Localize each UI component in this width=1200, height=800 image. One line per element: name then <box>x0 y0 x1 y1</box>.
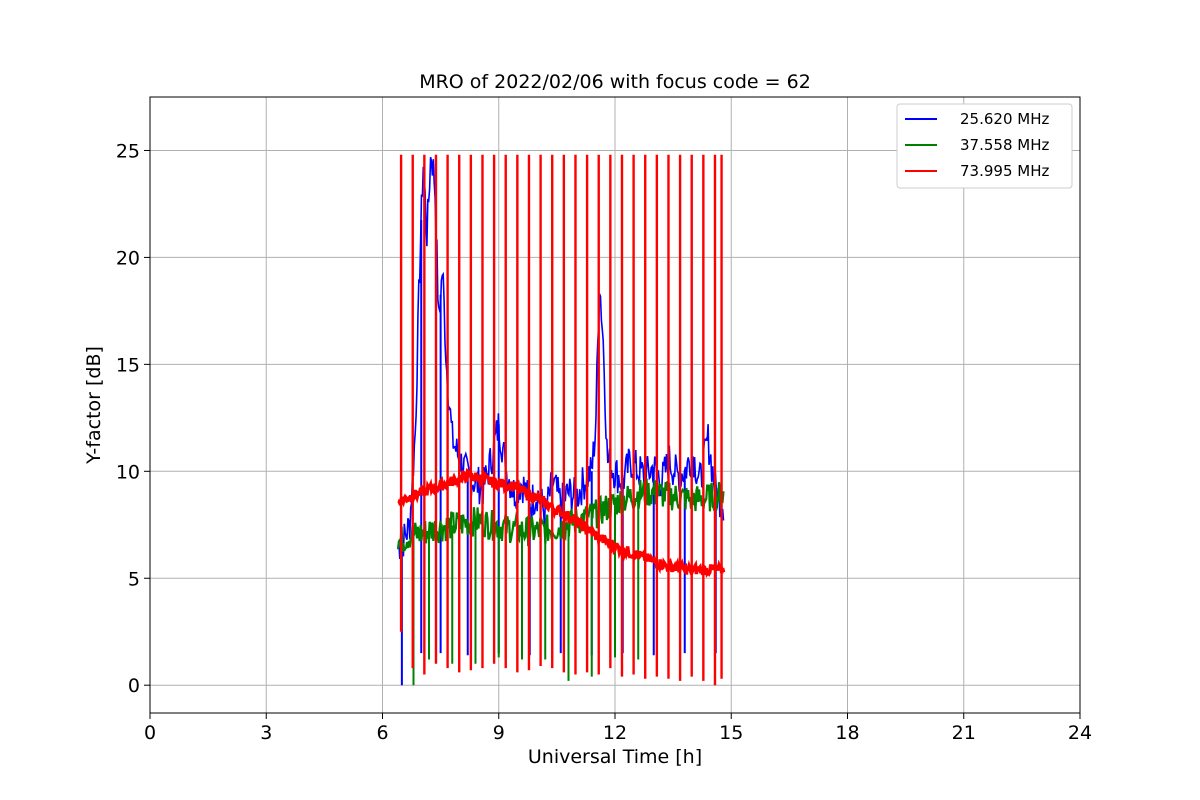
x-tick-label: 0 <box>144 722 156 744</box>
x-tick-label: 12 <box>603 722 627 744</box>
y-tick-label: 5 <box>128 568 140 590</box>
x-tick-label: 9 <box>493 722 505 744</box>
x-tick-label: 24 <box>1068 722 1092 744</box>
y-tick-label: 25 <box>116 140 140 162</box>
x-tick-label: 6 <box>376 722 388 744</box>
grid <box>149 97 1081 713</box>
legend-label: 73.995 MHz <box>960 162 1049 180</box>
y-axis-label: Y-factor [dB] <box>83 346 105 465</box>
legend-box <box>896 103 1073 189</box>
legend-entry: 37.558 MHz <box>905 136 1049 154</box>
series-layer <box>396 154 726 686</box>
x-tick-label: 21 <box>952 722 976 744</box>
legend-entry: 25.620 MHz <box>905 110 1049 128</box>
y-tick-label: 15 <box>116 354 140 376</box>
x-tick-label: 15 <box>719 722 743 744</box>
x-tick-label: 18 <box>835 722 859 744</box>
legend-label: 25.620 MHz <box>960 110 1049 128</box>
x-tick-label: 3 <box>260 722 272 744</box>
chart-title: MRO of 2022/02/06 with focus code = 62 <box>419 71 811 93</box>
legend: 25.620 MHz 37.558 MHz 73.995 MHz <box>896 103 1073 189</box>
y-tick-label: 20 <box>116 247 140 269</box>
x-axis-label: Universal Time [h] <box>528 746 702 768</box>
legend-label: 37.558 MHz <box>960 136 1049 154</box>
y-tick-label: 0 <box>128 675 140 697</box>
series-73995-mhz <box>397 154 726 686</box>
y-tick-label: 10 <box>116 461 140 483</box>
axis-ticks: 0 3 6 9 12 15 18 21 24 0 5 10 15 20 25 <box>116 140 1092 744</box>
legend-entry: 73.995 MHz <box>905 162 1049 180</box>
